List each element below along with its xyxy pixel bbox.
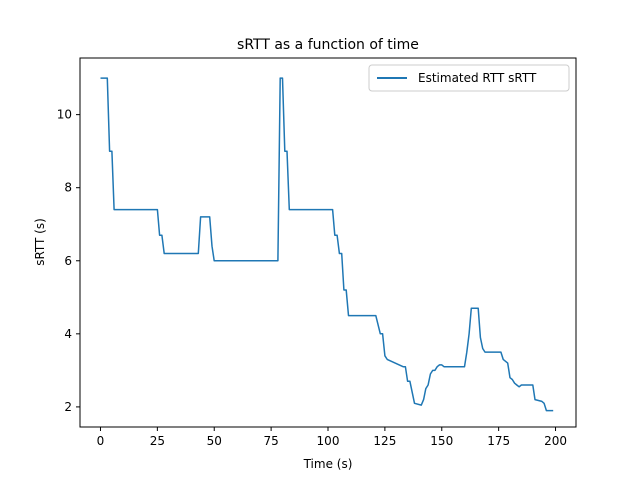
x-tick-label: 175 (487, 434, 510, 448)
plot-area: 0 25 50 75 100 125 150 175 200 2 4 6 8 10 (57, 57, 577, 448)
legend-box (368, 64, 570, 92)
y-tick-label: 2 (64, 400, 72, 414)
x-tick-label: 75 (263, 434, 278, 448)
x-tick-label: 100 (317, 434, 340, 448)
x-tick-label: 25 (150, 434, 165, 448)
legend-label: Estimated RTT sRTT (418, 71, 537, 85)
x-tick-label: 125 (373, 434, 396, 448)
legend: Estimated RTT sRTT (368, 64, 570, 92)
y-tick-label: 8 (64, 181, 72, 195)
y-tick-label: 4 (64, 327, 72, 341)
x-tick-label: 200 (544, 434, 567, 448)
series-line (100, 77, 554, 412)
x-tick-label: 50 (207, 434, 222, 448)
chart-title: sRTT as a function of time (237, 37, 419, 53)
series-layer (100, 77, 554, 412)
x-axis-label: Time (s) (303, 457, 353, 471)
x-tick-label: 0 (97, 434, 105, 448)
y-tick-label: 6 (64, 254, 72, 268)
y-axis-ticks: 2 4 6 8 10 (57, 108, 80, 414)
y-axis-label: sRTT (s) (33, 218, 47, 266)
x-tick-label: 150 (430, 434, 453, 448)
y-tick-label: 10 (57, 108, 72, 122)
x-axis-ticks: 0 25 50 75 100 125 150 175 200 (97, 427, 567, 448)
